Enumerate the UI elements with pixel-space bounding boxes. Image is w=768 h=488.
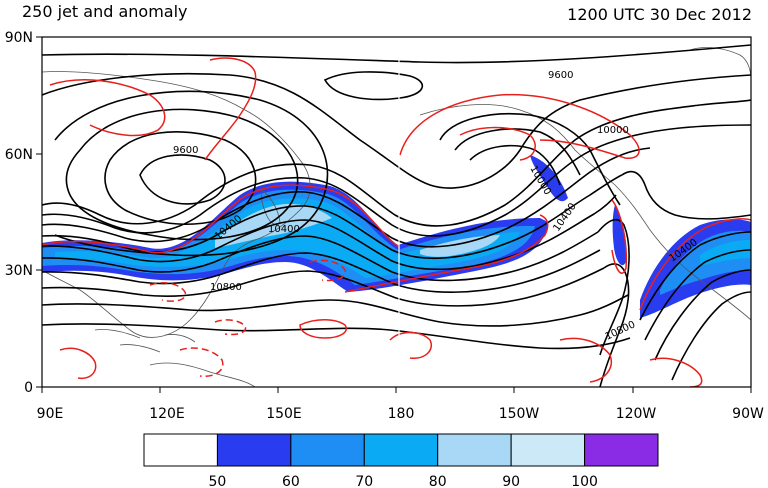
anomaly-contours bbox=[42, 57, 751, 387]
lon-label: 90E bbox=[37, 406, 64, 422]
height-contour-10600 bbox=[42, 249, 601, 293]
coastlines bbox=[42, 47, 751, 387]
jet-band-asia-max bbox=[215, 203, 332, 248]
colorbar-tick-label: 80 bbox=[429, 474, 447, 488]
height-contour-na-ridge-3 bbox=[644, 249, 751, 341]
height-contour-10000 bbox=[42, 99, 751, 227]
anomaly-contour-dashed-2 bbox=[179, 347, 224, 378]
coast-asia bbox=[42, 71, 311, 338]
jet-band-alaska bbox=[530, 155, 568, 202]
anomaly-contour-tropics-1 bbox=[299, 319, 347, 339]
coast-indonesia bbox=[94, 329, 196, 353]
height-contour-10400 bbox=[42, 194, 617, 271]
anomaly-contour-jet-pacific bbox=[344, 214, 549, 293]
height-contour-10200 bbox=[42, 147, 651, 248]
colorbar-tick-label: 90 bbox=[502, 474, 520, 488]
height-contour-ne-pacific-2 bbox=[454, 128, 581, 176]
colorbar-tick-label: 100 bbox=[571, 474, 598, 488]
height-contour-9500 bbox=[104, 131, 257, 226]
anomaly-contour-tropics-3 bbox=[559, 337, 612, 383]
anomaly-contour-dashed-4 bbox=[149, 282, 187, 302]
anomaly-contour-siberia bbox=[49, 79, 166, 137]
figure-title: 250 jet and anomaly bbox=[22, 2, 188, 21]
longitude-labels: 90E 120E 150E 180 150W 120W 90W bbox=[37, 406, 764, 422]
height-contour-ne-pacific-1 bbox=[439, 112, 621, 206]
anomaly-contour-jet-asia bbox=[42, 184, 401, 254]
lat-label: 30N bbox=[5, 263, 33, 279]
anomaly-contour-west-us bbox=[611, 199, 628, 274]
anomaly-contour-dashed-3 bbox=[309, 259, 346, 282]
height-label: 10800 bbox=[210, 282, 242, 293]
lon-label: 150E bbox=[266, 406, 302, 422]
height-contour-pacific-trough-1 bbox=[597, 218, 630, 356]
colorbar-tick-label: 70 bbox=[355, 474, 373, 488]
lat-label: 0 bbox=[24, 380, 33, 396]
lat-label: 60N bbox=[5, 147, 33, 163]
height-contour-10700 bbox=[42, 267, 605, 307]
lon-label: 150W bbox=[499, 406, 540, 422]
map-panel: 9600 9600 10000 10000 10400 10400 10400 … bbox=[42, 37, 751, 387]
height-contour-na-ridge-2 bbox=[639, 231, 751, 321]
anomaly-contour-indonesia bbox=[59, 347, 97, 380]
height-contour-9700 bbox=[54, 90, 329, 257]
height-label: 9600 bbox=[548, 70, 573, 81]
height-contour-9600 bbox=[65, 108, 299, 241]
height-contour-na-ridge-4 bbox=[654, 269, 751, 361]
lon-label: 180 bbox=[388, 406, 415, 422]
height-contour-north-2 bbox=[42, 72, 751, 189]
coast-australia-north bbox=[149, 362, 256, 387]
lon-label: 120E bbox=[149, 406, 185, 422]
height-contour-10800 bbox=[42, 294, 629, 327]
colorbar-tick-label: 60 bbox=[282, 474, 300, 488]
coast-greenland bbox=[689, 47, 751, 81]
anomaly-contour-asia-north bbox=[204, 57, 257, 161]
anomaly-contour-tropics-2 bbox=[389, 331, 432, 359]
coast-alaska bbox=[419, 104, 751, 321]
colorbar-box bbox=[143, 433, 218, 467]
height-contour-na-ridge-1 bbox=[621, 170, 751, 220]
lat-label: 90N bbox=[5, 30, 33, 46]
height-label: 10000 bbox=[597, 125, 629, 136]
height-label: 10400 bbox=[268, 224, 300, 235]
height-label: 9600 bbox=[173, 145, 198, 156]
colorbar-box bbox=[290, 433, 365, 467]
height-contour-north-1 bbox=[42, 44, 751, 64]
figure-datetime: 1200 UTC 30 Dec 2012 bbox=[567, 5, 752, 24]
height-contour-na-ridge-5 bbox=[671, 291, 751, 381]
ocean-background bbox=[42, 37, 751, 387]
colorbar-box bbox=[510, 433, 586, 467]
height-contour-vortex-small bbox=[323, 71, 424, 101]
height-contour-10300 bbox=[42, 174, 623, 260]
anomaly-contour-na-jet bbox=[639, 218, 751, 311]
height-contour-10500 bbox=[42, 231, 599, 282]
anomaly-contour-tropics-4 bbox=[649, 357, 703, 387]
lon-label: 90W bbox=[732, 406, 764, 422]
colorbar-box bbox=[363, 433, 439, 467]
height-contour-10900 bbox=[42, 323, 631, 350]
latitude-labels: 90N 60N 30N 0 bbox=[5, 30, 33, 396]
jet-band-pacific-max bbox=[420, 235, 500, 257]
anomaly-contour-bering bbox=[459, 126, 536, 161]
colorbar-box bbox=[216, 433, 292, 467]
anomaly-contour-gulf-alaska bbox=[399, 93, 640, 159]
colorbar-box bbox=[437, 433, 512, 467]
colorbar-box bbox=[584, 433, 659, 467]
anomaly-contour-dashed-1 bbox=[214, 319, 247, 336]
colorbar: 50 60 70 80 90 100 bbox=[143, 433, 659, 488]
height-contour-9400 bbox=[139, 154, 226, 205]
lon-label: 120W bbox=[616, 406, 657, 422]
colorbar-tick-label: 50 bbox=[209, 474, 227, 488]
axis-ticks bbox=[36, 36, 752, 393]
